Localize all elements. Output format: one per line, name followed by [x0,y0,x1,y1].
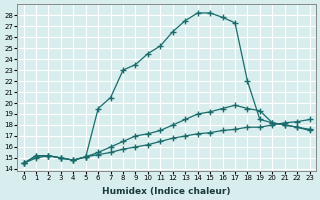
X-axis label: Humidex (Indice chaleur): Humidex (Indice chaleur) [102,187,231,196]
